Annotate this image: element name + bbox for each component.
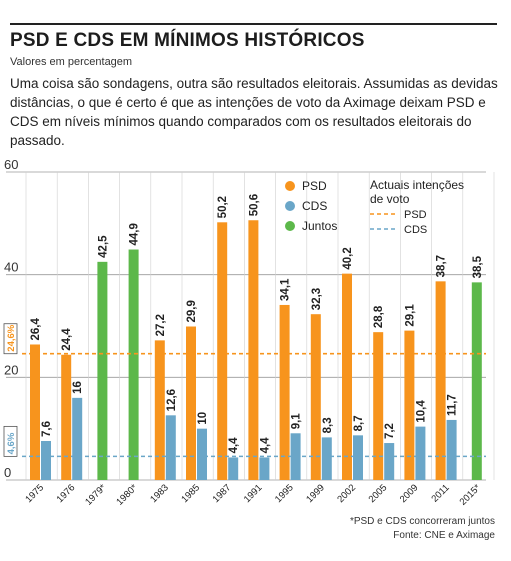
legend-line-label-psd: PSD xyxy=(404,209,427,221)
data-label-psd: 34,1 xyxy=(280,278,292,301)
x-tick-label: 2011 xyxy=(429,482,451,504)
bar-cds xyxy=(41,440,51,480)
x-tick-label: 2002 xyxy=(335,482,358,505)
x-tick-label: 1999 xyxy=(304,482,327,505)
x-tick-label: 1983 xyxy=(148,482,171,505)
y-tick-label: 20 xyxy=(4,362,18,377)
data-label-cds: 10 xyxy=(197,412,209,425)
legend-label-psd: PSD xyxy=(302,179,327,193)
bar-psd xyxy=(61,354,72,480)
data-label-psd: 24,4 xyxy=(61,328,73,351)
reference-label-cds: 4,6% xyxy=(6,432,17,454)
data-label-cds: 9,1 xyxy=(291,413,303,430)
bar-cds xyxy=(165,415,176,480)
data-label-cds: 4,4 xyxy=(259,437,271,454)
legend-label-cds: CDS xyxy=(302,199,327,213)
reference-label-box xyxy=(3,425,18,457)
x-tick-label: 1995 xyxy=(273,482,296,505)
bar-psd xyxy=(310,314,321,480)
data-label-psd: 50,6 xyxy=(248,194,260,216)
bar-cds xyxy=(321,437,332,480)
legend-line-label-cds: CDS xyxy=(404,224,427,236)
bar-psd xyxy=(404,330,415,480)
x-tick-label: 1980* xyxy=(114,482,140,508)
bar-cds xyxy=(197,428,207,480)
title-rule xyxy=(10,23,497,25)
bar-psd xyxy=(30,344,40,480)
bar-cds xyxy=(384,443,395,480)
data-label-psd: 27,2 xyxy=(155,314,167,336)
x-tick-label: 2015* xyxy=(458,482,484,508)
x-tick-label: 1985 xyxy=(179,482,202,505)
legend-swatch-juntos xyxy=(285,221,295,231)
legend-swatch-psd xyxy=(285,181,295,191)
bar-psd xyxy=(154,340,165,480)
reference-label-psd: 24,6% xyxy=(6,324,17,351)
data-label-psd: 28,8 xyxy=(373,305,385,328)
reference-label-box xyxy=(3,323,18,355)
x-tick-label: 1979* xyxy=(83,482,109,508)
bar-juntos xyxy=(128,249,139,480)
bar-psd xyxy=(342,273,352,480)
bar-cds xyxy=(353,435,363,480)
bar-psd xyxy=(435,281,446,480)
x-tick-label: 1975 xyxy=(23,482,46,505)
bar-cds xyxy=(446,419,457,480)
x-tick-label: 1976 xyxy=(55,482,78,505)
data-label-juntos: 38,5 xyxy=(472,255,484,278)
data-label-juntos: 44,9 xyxy=(129,223,141,245)
data-label-juntos: 42,5 xyxy=(97,235,109,258)
bar-psd xyxy=(217,222,228,480)
chart-subtitle: Valores em percentagem xyxy=(10,56,133,68)
y-tick-label: 40 xyxy=(4,260,18,275)
bar-psd xyxy=(186,326,196,480)
bar-cds xyxy=(259,457,270,480)
data-label-psd: 29,1 xyxy=(404,304,416,327)
x-tick-label: 2005 xyxy=(367,482,390,505)
x-tick-label: 1991 xyxy=(242,482,265,505)
data-label-cds: 8,3 xyxy=(322,417,334,433)
data-label-cds: 11,7 xyxy=(447,394,459,416)
bar-juntos xyxy=(97,261,108,480)
footnote: *PSD e CDS concorreram juntos Fonte: CNE… xyxy=(350,515,495,543)
bar-psd xyxy=(373,332,384,480)
data-label-psd: 40,2 xyxy=(342,247,354,269)
y-tick-label: 60 xyxy=(4,157,18,172)
legend-lines-title-2: de voto xyxy=(370,192,410,206)
data-label-cds: 12,6 xyxy=(166,389,178,411)
chart-title: PSD E CDS EM MÍNIMOS HISTÓRICOS xyxy=(10,30,365,51)
data-label-psd: 38,7 xyxy=(436,255,448,277)
bar-cds xyxy=(415,426,426,480)
legend-label-juntos: Juntos xyxy=(302,219,337,233)
data-label-cds: 7,6 xyxy=(41,421,53,437)
data-label-cds: 16 xyxy=(72,381,84,394)
footnote-note: *PSD e CDS concorreram juntos xyxy=(349,516,495,527)
intro-paragraph: Uma coisa são sondagens, outra são resul… xyxy=(10,76,498,148)
bar-cds xyxy=(228,457,239,480)
bar-psd xyxy=(279,304,290,480)
data-label-psd: 32,3 xyxy=(311,288,323,310)
data-label-cds: 7,2 xyxy=(384,423,396,439)
bar-psd xyxy=(248,220,259,480)
data-label-cds: 10,4 xyxy=(415,400,427,423)
data-label-psd: 50,2 xyxy=(217,196,229,218)
footnote-source: Fonte: CNE e Aximage xyxy=(393,530,495,541)
data-label-psd: 26,4 xyxy=(30,317,42,340)
legend-lines-title: Actuais intenções xyxy=(370,178,464,192)
data-label-cds: 8,7 xyxy=(353,415,365,431)
data-label-cds: 4,4 xyxy=(228,437,240,454)
bar-cds xyxy=(72,397,83,480)
x-tick-label: 2009 xyxy=(398,482,421,505)
y-tick-label: 0 xyxy=(4,465,11,480)
data-label-psd: 29,9 xyxy=(186,300,198,322)
bar-juntos xyxy=(471,282,482,480)
legend-swatch-cds xyxy=(285,201,295,211)
x-tick-label: 1987 xyxy=(211,482,234,505)
